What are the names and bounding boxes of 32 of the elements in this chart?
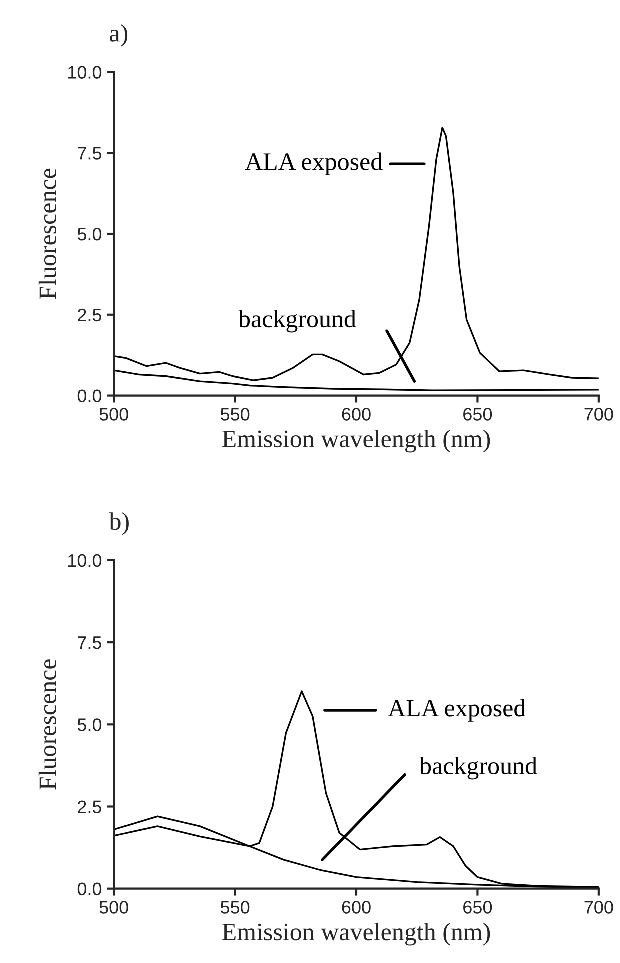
x-axis-title: Emission wavelength (nm) (222, 923, 490, 946)
y-tick-label: 0.0 (78, 882, 102, 896)
legend-label: ALA exposed (245, 152, 383, 176)
text: background (238, 310, 356, 333)
x-tick-label: 700 (584, 408, 614, 421)
y-tick-label: 0.0 (78, 390, 102, 403)
y-tick-label: 5.0 (78, 718, 102, 732)
x-tick-label: 600 (342, 408, 371, 421)
x-tick-label: 650 (464, 408, 492, 421)
legend-label: ALA exposed (388, 699, 526, 722)
x-tick-label: 500 (100, 408, 128, 421)
y-tick-label: 5.0 (78, 228, 102, 241)
x-tick-label: 700 (584, 901, 614, 914)
y-tick-label: 2.5 (78, 308, 102, 322)
y-tick-label: 10.0 (68, 66, 102, 79)
x-tick-label: 600 (342, 901, 371, 914)
line-series (114, 127, 599, 382)
y-axis-title: Fluorescence (38, 660, 57, 790)
y-tick-label: 2.5 (78, 800, 102, 814)
x-tick-label: 500 (100, 901, 128, 914)
text: background (420, 756, 538, 780)
x-tick-label: 550 (220, 408, 250, 421)
y-tick-label: 10.0 (68, 554, 102, 568)
chart-title: b) (109, 512, 129, 536)
chart-title: a) (110, 24, 128, 47)
x-tick-label: 650 (464, 901, 492, 914)
x-axis-title: Emission wavelength (nm) (222, 430, 490, 453)
y-tick-label: 7.5 (78, 147, 102, 160)
x-tick-label: 550 (220, 901, 250, 914)
line-series (114, 370, 599, 392)
y-tick-label: 7.5 (78, 636, 102, 650)
y-axis-title: Fluorescence (38, 168, 57, 300)
